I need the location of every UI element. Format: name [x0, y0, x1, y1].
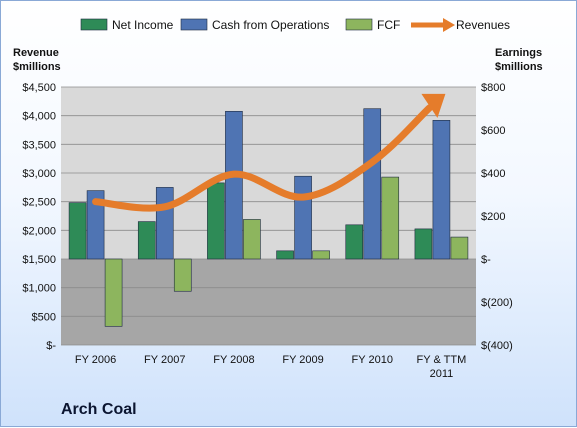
x-tick-label: FY 2008 — [213, 354, 254, 366]
x-axis-ticks: FY 2006 FY 2007 FY 2008 FY 2009 FY 2010 FY & … — [75, 354, 466, 380]
legend-swatch — [80, 18, 108, 31]
legend-label: FCF — [377, 18, 400, 32]
bar-fcf — [381, 176, 400, 260]
plot-lower-background — [61, 259, 476, 345]
revenues-line-path — [92, 104, 433, 212]
x-tick-label: FY & TTM — [417, 354, 467, 366]
bar-cash-from-operations — [294, 175, 312, 260]
bar-fcf — [104, 258, 123, 327]
bar-cash-from-operations — [432, 120, 451, 260]
bar-net-income — [68, 202, 87, 260]
bar-fcf — [312, 250, 330, 260]
left-tick-label: $500 — [32, 311, 56, 323]
right-tick-label: $400 — [481, 168, 505, 180]
bar-fcf — [173, 258, 192, 292]
legend-label: Net Income — [112, 18, 174, 32]
gridlines — [61, 86, 476, 346]
legend-swatch — [345, 18, 373, 31]
x-tick-label: FY 2007 — [144, 354, 185, 366]
bar-cash-from-operations — [363, 108, 382, 260]
left-axis-title-line-1: Revenue — [13, 47, 59, 59]
left-tick-label: $2,000 — [22, 225, 56, 237]
bar-net-income — [207, 182, 225, 260]
left-tick-label: $2,500 — [22, 197, 56, 209]
company-name: Arch Coal — [61, 401, 137, 418]
bar-cash-from-operations — [86, 190, 105, 260]
left-axis-ticks: $- $500 $1,000 $1,500 $2,000 $2,500 $3,000 $3,5… — [22, 82, 56, 352]
legend-arrow-icon — [443, 18, 455, 32]
right-axis-title-line-1: Earnings — [495, 47, 542, 59]
right-tick-label: $(400) — [481, 340, 513, 352]
left-tick-label: $- — [46, 340, 56, 352]
bar-net-income — [414, 228, 433, 260]
left-axis-title-line-2: $millions — [13, 61, 61, 73]
right-tick-label: $800 — [481, 82, 505, 94]
left-tick-label: $4,500 — [22, 82, 56, 94]
right-tick-label: $(200) — [481, 297, 513, 309]
left-tick-label: $1,500 — [22, 254, 56, 266]
revenues-line — [92, 93, 446, 212]
bar-fcf — [243, 219, 261, 260]
x-tick-label: 2011 — [430, 368, 454, 380]
x-tick-label: FY 2010 — [352, 354, 393, 366]
bar-cash-from-operations — [155, 187, 174, 260]
right-tick-label: $600 — [481, 125, 505, 137]
legend-label: Revenues — [456, 18, 510, 32]
left-tick-label: $3,000 — [22, 168, 56, 180]
legend: Net Income Cash from Operations FCF Revenue… — [80, 18, 510, 32]
right-tick-label: $200 — [481, 211, 505, 223]
bar-cash-from-operations — [225, 110, 243, 260]
bar-fcf — [450, 236, 469, 260]
right-axis-ticks: $(400) $(200) $- $200 $400 $600 $800 — [481, 82, 513, 352]
bar-net-income — [276, 250, 294, 260]
x-tick-label: FY 2009 — [282, 354, 323, 366]
left-tick-label: $4,000 — [22, 111, 56, 123]
legend-swatch — [180, 18, 208, 31]
right-axis-title-line-2: $millions — [495, 61, 543, 73]
x-tick-label: FY 2006 — [75, 354, 116, 366]
right-tick-label: $- — [481, 254, 491, 266]
legend-label: Cash from Operations — [212, 18, 329, 32]
left-tick-label: $1,000 — [22, 283, 56, 295]
revenues-line-arrowhead — [421, 93, 446, 118]
left-tick-label: $3,500 — [22, 139, 56, 151]
bar-net-income — [345, 224, 364, 260]
bar-net-income — [137, 221, 156, 260]
